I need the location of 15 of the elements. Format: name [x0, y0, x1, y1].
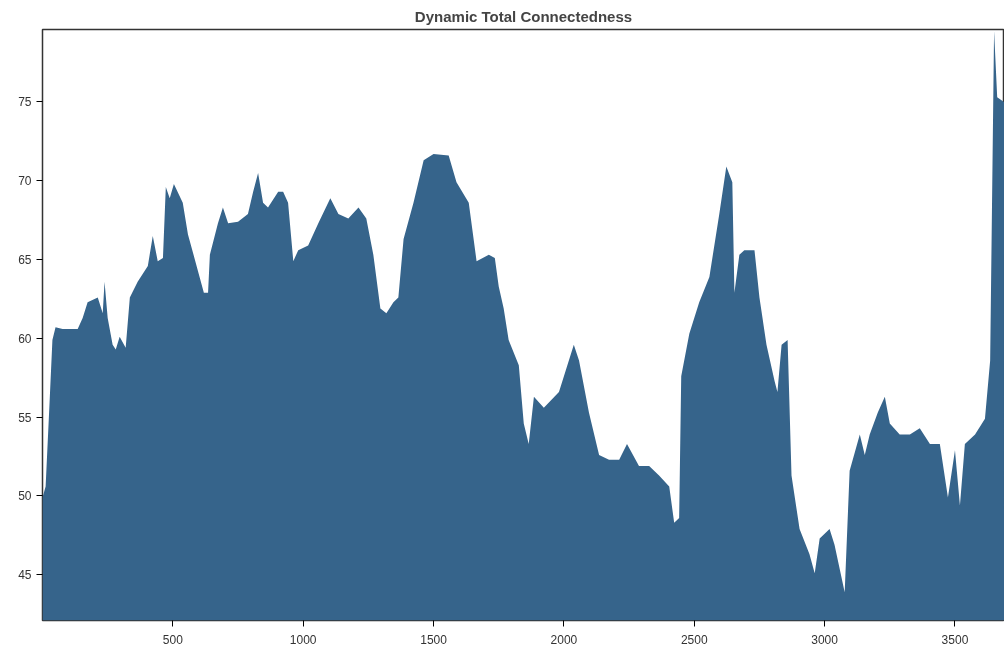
- y-tick-label: 60: [18, 331, 32, 346]
- x-tick-label: 3500: [941, 632, 969, 647]
- y-tick-label: 65: [18, 253, 32, 268]
- chart-title: Dynamic Total Connectedness: [414, 7, 633, 25]
- x-tick-label: 500: [162, 632, 184, 647]
- x-tick-label: 1500: [420, 632, 448, 647]
- y-tick-label: 70: [18, 174, 32, 189]
- y-tick-label: 50: [18, 489, 32, 504]
- y-tick-label: 45: [18, 568, 32, 583]
- x-tick-label: 2500: [680, 632, 708, 647]
- x-tick-label: 3000: [811, 632, 839, 647]
- x-tick-label: 1000: [289, 632, 317, 647]
- y-tick-label: 55: [18, 410, 32, 425]
- x-tick-label: 2000: [550, 632, 578, 647]
- y-tick-label: 75: [18, 95, 32, 110]
